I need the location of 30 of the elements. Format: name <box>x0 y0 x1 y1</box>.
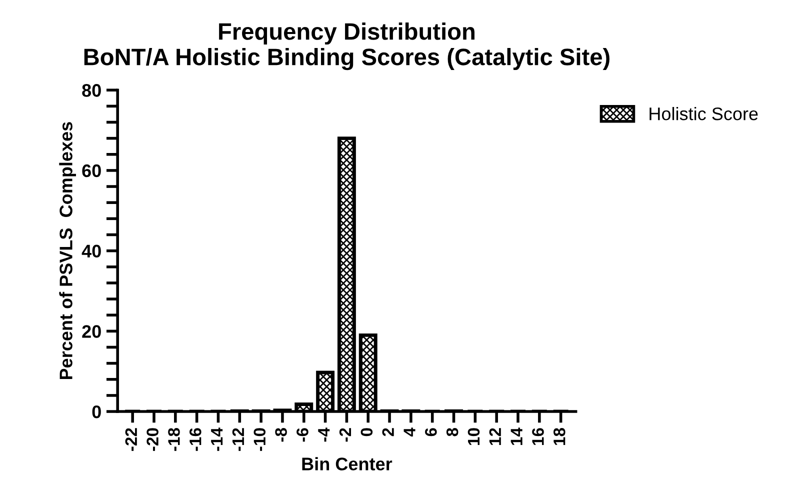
x-tick-label: 0 <box>360 428 373 436</box>
x-tick-label: 16 <box>532 428 544 445</box>
x-tick-label: 8 <box>446 428 458 436</box>
y-tick-label: 60 <box>82 164 101 178</box>
x-tick-label: -6 <box>296 428 308 442</box>
y-tick-label: 0 <box>92 405 101 418</box>
legend-label: Holistic Score <box>650 106 758 120</box>
y-axis-title: Percent of PSVLS Complexes <box>59 122 76 380</box>
x-tick-label: 6 <box>425 428 437 436</box>
x-tick-label: -22 <box>125 428 137 451</box>
y-tick-label: 40 <box>82 244 101 258</box>
y-tick-label: 80 <box>82 84 101 97</box>
x-tick-label: 4 <box>404 428 416 437</box>
x-tick-label: -8 <box>275 428 287 442</box>
x-tick-label: -10 <box>254 428 266 451</box>
x-tick-label: 14 <box>510 428 522 445</box>
x-tick-label: -2 <box>339 428 352 442</box>
x-tick-label: -14 <box>211 428 223 451</box>
x-tick-label: -12 <box>232 428 244 451</box>
x-tick-label: 12 <box>489 428 501 445</box>
x-tick-label: 10 <box>468 428 480 445</box>
x-tick-label: -16 <box>189 428 202 451</box>
x-tick-label: 18 <box>553 428 566 445</box>
x-tick-label: -20 <box>146 428 158 451</box>
x-tick-label: -4 <box>318 428 330 442</box>
x-tick-label: 2 <box>382 428 394 436</box>
x-axis-title: Bin Center <box>302 457 392 470</box>
x-tick-label: -18 <box>168 428 180 451</box>
chart-title: Frequency Distribution BoNT/A Holistic Binding Scores (Catalytic Site) <box>84 22 610 70</box>
y-tick-label: 20 <box>82 325 101 338</box>
